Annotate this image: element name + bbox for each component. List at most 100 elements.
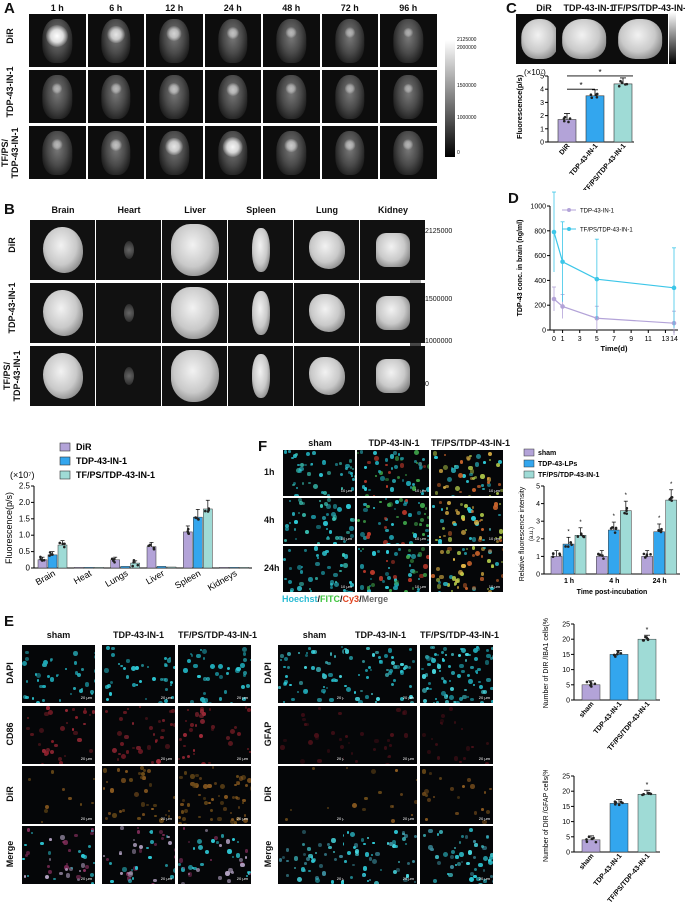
organ-shape: [42, 353, 83, 399]
stain-cy3: Cy3: [342, 594, 360, 604]
bar: [74, 567, 84, 569]
panel-a-time-label: 6 h: [109, 3, 123, 13]
x-tick-label: Brain: [34, 568, 57, 587]
microscopy-image: 10 μm: [431, 498, 503, 544]
bar: [130, 562, 140, 569]
x-axis-label: Time post-incubation: [577, 589, 648, 596]
x-tick-label: 0: [552, 336, 556, 343]
stain-fitc: FITC: [320, 594, 341, 604]
microscopy-image: 20 μm: [344, 826, 417, 884]
bar: [613, 83, 633, 143]
brain-shape: [521, 19, 559, 59]
legend-label: DiR: [76, 442, 92, 452]
bar: [637, 638, 657, 701]
bar: [596, 556, 608, 575]
scale-bar-label: 20 μm: [160, 756, 172, 761]
microscopy-image: 20 μm: [420, 766, 493, 824]
panel-b-organ-image: [30, 220, 95, 280]
panel-b-organ-label: Brain: [51, 205, 75, 215]
organ-shape: [123, 241, 134, 259]
panel-b-organ-image: [228, 283, 293, 343]
y-tick-label: 0: [566, 850, 570, 857]
panel-f-chart: 0 1 2 3 4 5 Relative fluorescence intensity (a.…: [519, 448, 680, 596]
scale-bar-label: 20 μm: [80, 876, 92, 881]
data-point: [560, 259, 565, 265]
x-tick-label: 1: [561, 336, 565, 343]
scale-bar-label: 10 μm: [488, 488, 500, 493]
fluorescence-signal: [344, 139, 356, 151]
panel-e-left-group-label: sham: [46, 630, 71, 640]
panel-e-right-group-label: TF/PS/TDP-43-IN-1: [420, 630, 500, 640]
legend-label: TDP-43-IN-1: [580, 209, 615, 215]
panel-a-mouse-image: [87, 126, 144, 179]
scale-bar-label: 20 μm: [478, 756, 490, 761]
y-tick-label: 2: [540, 113, 544, 120]
y-tick-label: 1.0: [19, 531, 31, 540]
panel-e-right-row-label: DAPI: [263, 662, 273, 684]
bar: [609, 803, 629, 853]
significance-star: *: [579, 520, 582, 526]
panel-a-mouse-image: [321, 126, 378, 179]
panel-e-left-row-label: DAPI: [5, 662, 15, 684]
y-tick-label: 2.0: [19, 498, 31, 507]
y-tick-label: 3: [536, 519, 540, 526]
bar: [620, 510, 632, 575]
x-tick-label: TDP-43-IN-1: [593, 853, 624, 888]
fluorescence-signal: [109, 138, 122, 152]
microscopy-image: 20 μm: [278, 706, 351, 764]
panel-a-colorbar: [445, 40, 455, 157]
panel-b-organ-image: [96, 346, 161, 406]
panel-c-chart: (×10⁷) 0 1 2 3 4 5 Fluorescence(p/s) DiRTDP-43-I…: [515, 68, 634, 190]
y-tick-label: 2.5: [19, 482, 31, 491]
panel-a-colorbar-tick: 1000000: [457, 115, 477, 121]
bar: [562, 543, 575, 575]
microscopy-image: 20 μm: [22, 706, 95, 764]
microscopy-image: 10 μm: [283, 450, 355, 496]
organ-shape: [170, 287, 219, 339]
bar: [574, 535, 587, 575]
panel-f-row-label: 4h: [264, 515, 275, 525]
x-tick-label: Heat: [72, 568, 94, 586]
scale-bar-label: 20 μm: [336, 876, 348, 881]
legend-label: TDP-43-IN-1: [76, 456, 127, 466]
legend-label: TF/PS/TDP-43-IN-1: [580, 228, 633, 234]
y-tick-label: 5: [536, 484, 540, 491]
bar: [183, 531, 193, 569]
multiplier-label: (×10⁷): [524, 68, 546, 77]
panel-a-mouse-image: [321, 14, 378, 67]
panel-e-right-row-label: DiR: [263, 786, 273, 802]
panel-f-group-label: sham: [308, 438, 332, 448]
mouse-silhouette: [393, 19, 423, 63]
organ-shape: [375, 233, 410, 267]
panel-f-group-label: TDP-43-IN-1: [368, 438, 420, 448]
fluorescence-signal: [285, 27, 297, 39]
fluorescence-signal: [403, 139, 414, 150]
panel-a-time-label: 72 h: [340, 3, 359, 13]
y-tick-label: 25: [562, 622, 570, 629]
panel-label-d: D: [508, 190, 519, 207]
y-tick-label: 0: [26, 564, 31, 573]
panel-e-left-group-label: TF/PS/TDP-43-IN-1: [178, 630, 258, 640]
x-tick-label: 1 h: [564, 578, 574, 585]
y-tick-label: 400: [534, 278, 546, 285]
panel-a-time-label: 24 h: [223, 3, 242, 13]
panel-a-colorbar-tick: 1500000: [457, 83, 477, 89]
y-tick-label: 1: [540, 126, 544, 133]
panel-b-colorbar-tick: 0: [425, 381, 429, 388]
panel-a-mouse-image: [380, 70, 437, 123]
panel-a-mouse-image: [87, 14, 144, 67]
y-tick-label: 3: [540, 100, 544, 107]
microscopy-image: 20 μm: [344, 706, 417, 764]
organ-fluorescence-chart: (×10⁷) 0 0.5 1.0 1.5 2.0 2.5 Fluorescence(p/s) D…: [4, 442, 252, 593]
legend-label: TDP-43-LPs: [538, 461, 577, 468]
significance-star: *: [670, 482, 673, 488]
fluorescence-signal: [284, 138, 299, 153]
scale-bar-label: 20 μm: [236, 876, 248, 881]
panel-a-mouse-image: [29, 14, 86, 67]
bar: [110, 559, 120, 569]
fluorescence-signal: [106, 25, 125, 44]
legend-label: sham: [538, 450, 556, 457]
panel-label-f: F: [258, 438, 268, 455]
panel-label-a: A: [4, 0, 15, 17]
microscopy-image: 20 μm: [420, 645, 493, 703]
